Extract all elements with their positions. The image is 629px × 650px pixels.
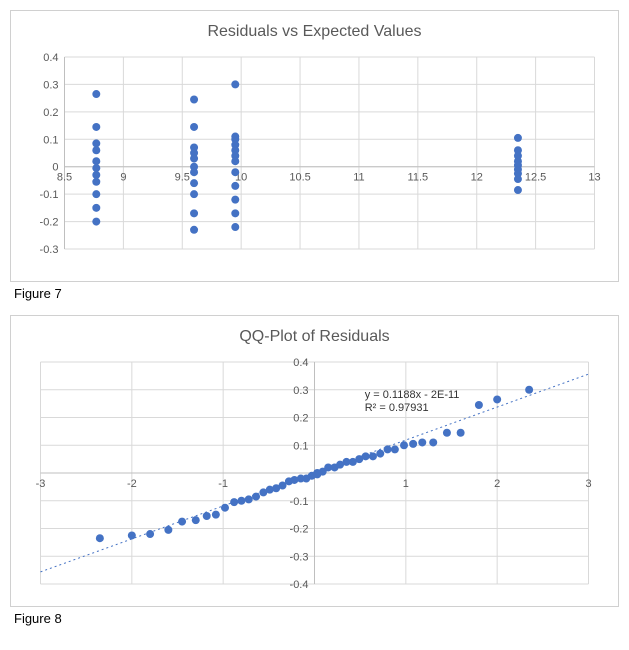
svg-text:-0.2: -0.2: [40, 217, 59, 229]
svg-text:-0.2: -0.2: [290, 524, 309, 536]
svg-text:8.5: 8.5: [57, 172, 72, 184]
svg-text:1: 1: [403, 478, 409, 490]
chart-card-qq-plot: QQ-Plot of Residuals -0.4 -0.3 -0.2 -0.1 0.1…: [10, 315, 619, 607]
plot-area-fig7: -0.3-0.2-0.100.10.20.30.48.599.51010.511…: [23, 49, 606, 269]
svg-text:-0.3: -0.3: [40, 244, 59, 256]
svg-text:-0.4: -0.4: [290, 579, 309, 591]
svg-text:9: 9: [120, 172, 126, 184]
figure-caption-8: Figure 8: [14, 611, 619, 626]
svg-text:12: 12: [471, 172, 483, 184]
svg-text:-0.3: -0.3: [290, 551, 309, 563]
svg-text:0.4: 0.4: [43, 52, 58, 64]
svg-text:12.5: 12.5: [525, 172, 546, 184]
svg-text:0.2: 0.2: [43, 107, 58, 119]
svg-text:R² = 0.97931: R² = 0.97931: [365, 402, 429, 414]
svg-text:0.4: 0.4: [293, 357, 308, 369]
svg-text:-0.1: -0.1: [290, 496, 309, 508]
svg-text:0.3: 0.3: [293, 385, 308, 397]
chart-title: QQ-Plot of Residuals: [23, 328, 606, 346]
chart-card-residuals-vs-expected: Residuals vs Expected Values -0.3 -0.2 -0.…: [10, 10, 619, 282]
svg-text:y = 0.1188x - 2E-11: y = 0.1188x - 2E-11: [365, 389, 460, 401]
svg-text:2: 2: [494, 478, 500, 490]
svg-text:9.5: 9.5: [175, 172, 190, 184]
svg-text:-0.1: -0.1: [40, 189, 59, 201]
scatter-plot-fig7: -0.3-0.2-0.100.10.20.30.48.599.51010.511…: [23, 49, 606, 269]
svg-text:0.3: 0.3: [43, 79, 58, 91]
svg-text:-2: -2: [127, 478, 137, 490]
svg-text:-3: -3: [36, 478, 46, 490]
svg-text:-1: -1: [218, 478, 228, 490]
figure-caption-7: Figure 7: [14, 286, 619, 301]
svg-text:0.1: 0.1: [293, 440, 308, 452]
svg-text:0.1: 0.1: [43, 134, 58, 146]
svg-text:3: 3: [585, 478, 591, 490]
plot-area-fig8: -0.4 -0.3 -0.2 -0.1 0.1 0.2 0.3 0.4 -3 -2 -1 1 2 3 y =…: [23, 354, 606, 594]
svg-text:13: 13: [588, 172, 600, 184]
svg-text:11: 11: [353, 172, 364, 184]
svg-text:0.2: 0.2: [293, 413, 308, 425]
scatter-plot-fig8: -0.4 -0.3 -0.2 -0.1 0.1 0.2 0.3 0.4 -3 -2 -1 1 2 3 y =…: [23, 354, 606, 594]
svg-text:10.5: 10.5: [289, 172, 310, 184]
svg-text:11.5: 11.5: [408, 172, 429, 184]
chart-title: Residuals vs Expected Values: [23, 23, 606, 41]
